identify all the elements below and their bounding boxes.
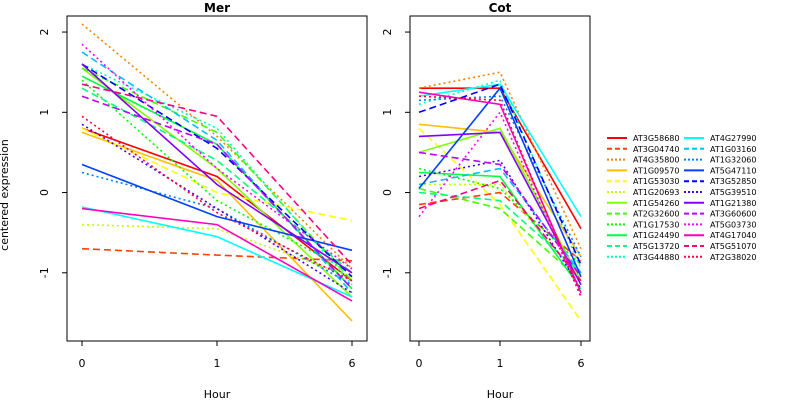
- series-line-at1g24490: [418, 171, 582, 290]
- legend-label: AT2G32600: [633, 210, 679, 219]
- legend-label: AT4G35800: [633, 156, 679, 165]
- legend-label: AT1G54260: [633, 199, 679, 208]
- x-tick-label: 0: [416, 357, 423, 370]
- plot-frame: [66, 15, 368, 342]
- legend-label: AT5G13720: [633, 242, 679, 251]
- legend-label: AT4G17040: [710, 231, 756, 240]
- series-line-at3g04740: [418, 191, 582, 262]
- series-line-at4g27990: [418, 83, 582, 218]
- y-tick-label: 0: [381, 189, 394, 196]
- legend-label: AT1G03160: [710, 145, 756, 154]
- legend-label: AT5G39510: [710, 188, 756, 197]
- panel-title: Mer: [204, 1, 230, 15]
- x-tick-label: 1: [497, 357, 504, 370]
- series-line-at2g38020: [81, 115, 353, 282]
- plot-frame: [409, 15, 591, 342]
- series-line-at5g03730: [81, 43, 353, 270]
- y-tick-label: 2: [38, 29, 51, 36]
- x-tick-label: 1: [214, 357, 221, 370]
- panel-cot: Cot -1 0 1 2 0 1 6 Hour: [381, 1, 591, 400]
- legend-label: AT3G44880: [633, 253, 679, 262]
- y-tick-label: 0: [38, 189, 51, 196]
- series-line-at5g39510: [81, 123, 353, 294]
- series-line-at3g04740: [81, 247, 353, 262]
- legend-label: AT1G53030: [633, 177, 679, 186]
- series-line-at3g44880: [418, 79, 582, 270]
- legend-label: AT4G27990: [710, 134, 756, 143]
- series-line-at1g32060: [81, 171, 353, 286]
- series-line-at4g17040: [81, 207, 353, 302]
- legend-label: AT3G04740: [633, 145, 679, 154]
- series-line-at4g35800: [81, 23, 353, 270]
- x-axis-label: Hour: [204, 388, 231, 400]
- legend-label: AT1G32060: [710, 156, 756, 165]
- series-line-at3g52850: [81, 63, 353, 278]
- series-line-at1g54260: [81, 67, 353, 298]
- series-line-at5g03730: [418, 110, 582, 298]
- legend-label: AT1G09570: [633, 166, 679, 175]
- series-line-at1g24490: [81, 75, 353, 290]
- series-line-at3g60600: [81, 95, 353, 290]
- legend-label: AT5G51070: [710, 242, 756, 251]
- series-line-at1g17530: [81, 79, 353, 274]
- series-line-at5g47110: [81, 163, 353, 252]
- series-line-at3g60600: [418, 151, 582, 278]
- legend-label: AT3G52850: [710, 177, 756, 186]
- series-line-at2g32600: [81, 67, 353, 282]
- series-line-at3g52850: [418, 83, 582, 266]
- series-line-at1g20693: [419, 183, 582, 282]
- legend-label: AT3G58680: [633, 134, 679, 143]
- panel-mer: Mer -1 0 1 2 0 1 6 Hour: [38, 1, 368, 400]
- series-line-at1g03160: [418, 167, 582, 274]
- series-line-at1g20693: [81, 223, 353, 278]
- chart-panels: Mer -1 0 1 2 0 1 6 Hour Cot -1 0 1 2 0 1 6 Hour: [38, 1, 591, 400]
- y-tick-label: 2: [381, 29, 394, 36]
- y-tick-label: -1: [381, 267, 394, 278]
- y-axis-label: centered expression: [0, 139, 11, 251]
- legend-label: AT1G20693: [633, 188, 679, 197]
- legend-label: AT5G03730: [710, 220, 756, 229]
- series-line-at5g51070: [418, 179, 582, 282]
- series-line-at1g21380: [81, 63, 353, 274]
- y-tick-label: 1: [38, 109, 51, 116]
- series-line-at1g03160: [81, 51, 353, 294]
- legend-label: AT2G38020: [710, 253, 756, 262]
- panel-title: Cot: [489, 1, 512, 15]
- x-tick-label: 6: [349, 357, 356, 370]
- y-tick-label: -1: [38, 267, 51, 278]
- legend-label: AT5G47110: [710, 166, 756, 175]
- series-line-at1g32060: [418, 95, 582, 258]
- x-axis-label: Hour: [487, 388, 514, 400]
- series-line-at5g13720: [418, 191, 582, 274]
- series-line-at3g58680: [81, 127, 353, 282]
- series-line-at1g09570: [81, 131, 353, 322]
- series-line-at5g47110: [418, 86, 582, 278]
- series-line-at2g38020: [418, 95, 582, 298]
- y-tick-label: 1: [381, 109, 394, 116]
- legend-label: AT1G24490: [633, 231, 679, 240]
- series-line-at1g53030: [81, 127, 353, 222]
- series-line-at4g27990: [81, 206, 353, 298]
- series-line-at5g51070: [81, 83, 353, 266]
- x-tick-label: 0: [79, 357, 86, 370]
- x-tick-label: 6: [578, 357, 585, 370]
- series-line-at1g53030: [418, 127, 582, 322]
- legend-label: AT3G60600: [710, 210, 756, 219]
- legend-label: AT1G17530: [633, 220, 679, 229]
- legend-label: AT1G21380: [710, 199, 756, 208]
